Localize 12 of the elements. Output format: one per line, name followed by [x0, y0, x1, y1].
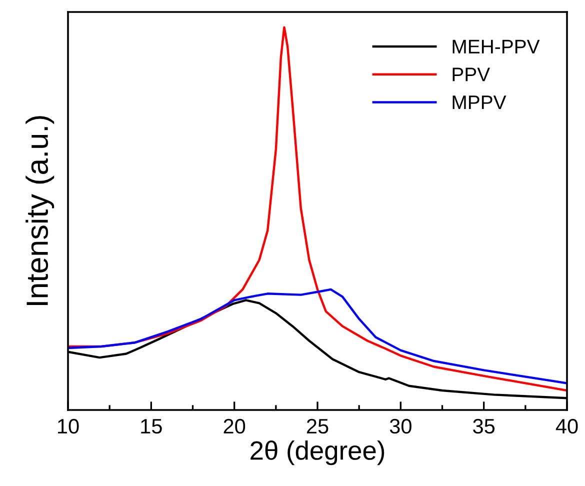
legend-label: MPPV — [452, 96, 506, 110]
x-tick-label: 25 — [306, 418, 328, 434]
y-axis-title: Intensity (a.u.) — [26, 116, 54, 305]
x-tick-label: 15 — [141, 419, 162, 434]
x-tick-label: 35 — [473, 418, 495, 434]
x-tick-label: 40 — [556, 418, 578, 434]
legend-label: MEH-PPV — [452, 40, 540, 54]
x-tick-label: 20 — [224, 418, 246, 434]
x-tick-label: 10 — [58, 418, 79, 434]
x-axis-title: 2θ (degree) — [250, 440, 384, 466]
legend-label: PPV — [452, 68, 490, 82]
x-tick-label: 30 — [390, 418, 412, 434]
